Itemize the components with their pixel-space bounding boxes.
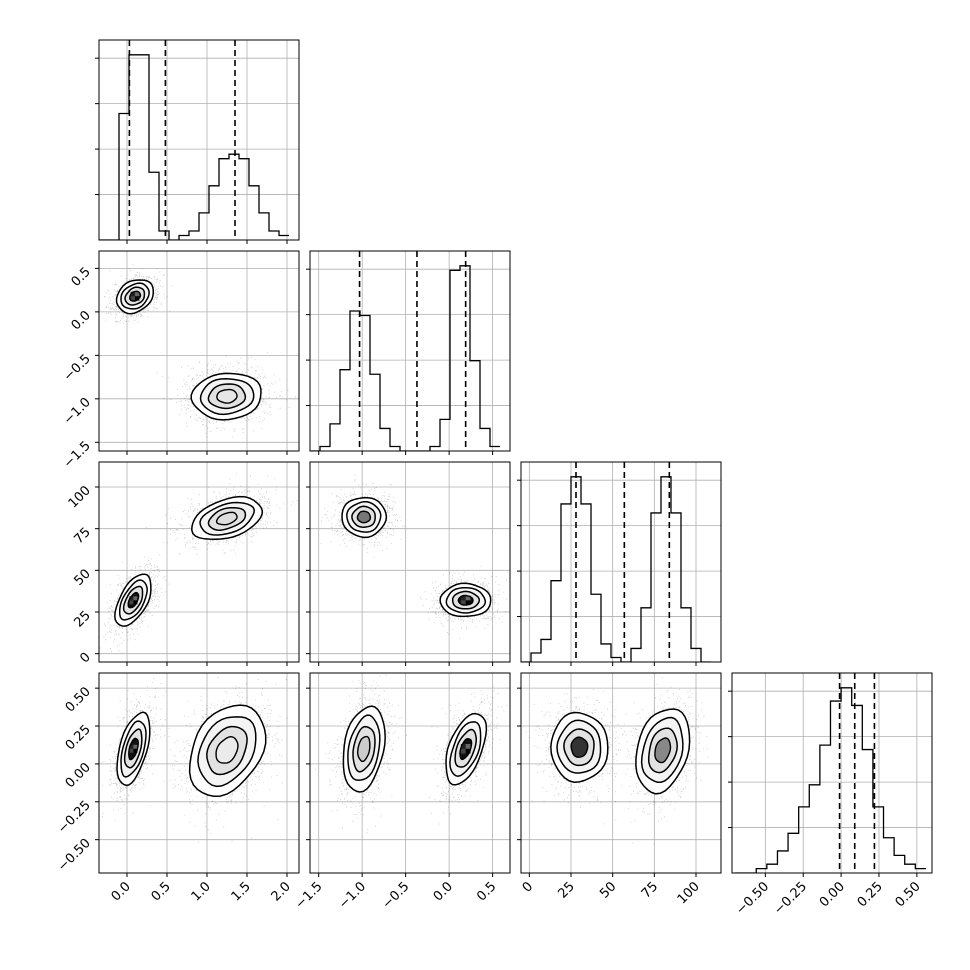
- scatter-panel: [99, 673, 299, 873]
- panel-frame: [520, 672, 722, 874]
- x-tick-label: 100: [675, 879, 703, 907]
- y-tick-label: −1.0: [61, 395, 94, 428]
- y-tick-label: 0.0: [69, 308, 94, 333]
- scatter-panel: [99, 251, 299, 451]
- density-cell: [129, 744, 134, 749]
- density-contour: [216, 389, 237, 404]
- scatter-panel: [521, 673, 721, 873]
- histogram-step: [310, 265, 500, 451]
- y-tick-label: 0.50: [63, 684, 94, 715]
- scatter-panel: [310, 673, 510, 873]
- density-cell: [133, 744, 138, 749]
- x-tick-label: 2.0: [269, 879, 294, 904]
- x-tick-label: 0.5: [149, 879, 174, 904]
- histogram-panel: [310, 251, 510, 451]
- density-contour: [127, 591, 140, 609]
- density-cell: [129, 596, 134, 601]
- panel-frame: [98, 39, 300, 241]
- y-tick-label: 0.25: [63, 722, 94, 753]
- histogram-step: [735, 687, 926, 873]
- panel-frame: [309, 672, 511, 874]
- histogram-panel: [521, 462, 721, 662]
- x-tick-label: 25: [556, 879, 578, 901]
- x-tick-label: 0.5: [474, 879, 499, 904]
- density-cell: [460, 748, 466, 754]
- density-contour: [216, 736, 238, 764]
- x-tick-label: 0.25: [855, 879, 886, 910]
- x-tick-label: −0.25: [771, 879, 810, 918]
- y-tick-label: 50: [72, 567, 94, 589]
- density-cell: [133, 596, 138, 601]
- x-tick-label: −1.5: [293, 879, 326, 912]
- density-contour: [128, 737, 140, 761]
- density-cell: [460, 595, 466, 601]
- histogram-panel: [732, 673, 932, 873]
- density-contour: [356, 735, 371, 763]
- x-tick-label: 1.5: [229, 879, 254, 904]
- density-contour: [571, 737, 588, 758]
- y-tick-label: −0.5: [61, 352, 94, 385]
- x-tick-label: 1.0: [189, 879, 214, 904]
- density-contour: [215, 511, 238, 526]
- density-cell: [135, 296, 140, 301]
- density-cell: [465, 743, 471, 749]
- y-tick-label: 0: [77, 650, 93, 666]
- density-contour: [129, 290, 142, 302]
- y-tick-label: −0.25: [55, 798, 94, 837]
- density-cell: [129, 600, 134, 605]
- y-tick-label: 100: [66, 483, 94, 511]
- y-tick-label: 75: [72, 525, 94, 547]
- histogram-step: [99, 54, 289, 240]
- density-cell: [130, 291, 135, 297]
- density-cell: [133, 748, 138, 753]
- histogram-step: [521, 476, 711, 662]
- scatter-panel: [99, 462, 299, 662]
- x-tick-label: −1.0: [336, 879, 369, 912]
- y-tick-label: 0.00: [63, 760, 94, 791]
- x-tick-label: 0.50: [893, 879, 924, 910]
- x-tick-label: 50: [597, 879, 619, 901]
- density-cell: [460, 743, 466, 749]
- panel-frame: [98, 461, 300, 663]
- y-tick-label: −1.5: [61, 439, 94, 472]
- panel-frame: [309, 250, 511, 452]
- density-contour: [357, 511, 371, 523]
- density-contour: [654, 737, 672, 764]
- density-contour: [357, 736, 370, 762]
- x-tick-label: 0: [520, 879, 536, 895]
- x-tick-label: 0.0: [431, 879, 456, 904]
- density-cell: [133, 600, 138, 605]
- y-tick-label: 25: [72, 608, 94, 630]
- density-contour: [356, 510, 372, 524]
- panel-frame: [98, 250, 300, 452]
- density-cell: [130, 296, 135, 301]
- density-contour: [459, 737, 473, 761]
- density-cell: [135, 291, 140, 297]
- x-tick-label: 75: [639, 879, 661, 901]
- scatter-points: [146, 473, 298, 555]
- panel-frame: [520, 461, 722, 663]
- y-tick-label: −0.50: [55, 836, 94, 875]
- panel-frame: [731, 672, 933, 874]
- x-tick-label: 0.0: [109, 879, 134, 904]
- density-contour: [570, 736, 589, 758]
- density-contour: [654, 738, 671, 763]
- x-tick-label: 0.00: [817, 879, 848, 910]
- y-tick-label: 0.5: [69, 265, 94, 290]
- density-contour: [216, 388, 238, 404]
- panel-frame: [309, 461, 511, 663]
- density-cell: [465, 600, 471, 606]
- density-cell: [465, 595, 471, 601]
- density-cell: [129, 748, 134, 753]
- density-contour: [215, 735, 239, 764]
- x-tick-label: −0.50: [733, 879, 772, 918]
- histogram-panel: [99, 40, 299, 240]
- x-tick-label: −0.5: [380, 879, 413, 912]
- density-cell: [465, 748, 471, 754]
- density-cell: [460, 600, 466, 606]
- density-contour: [457, 594, 474, 606]
- scatter-panel: [310, 462, 510, 662]
- panel-frame: [98, 672, 300, 874]
